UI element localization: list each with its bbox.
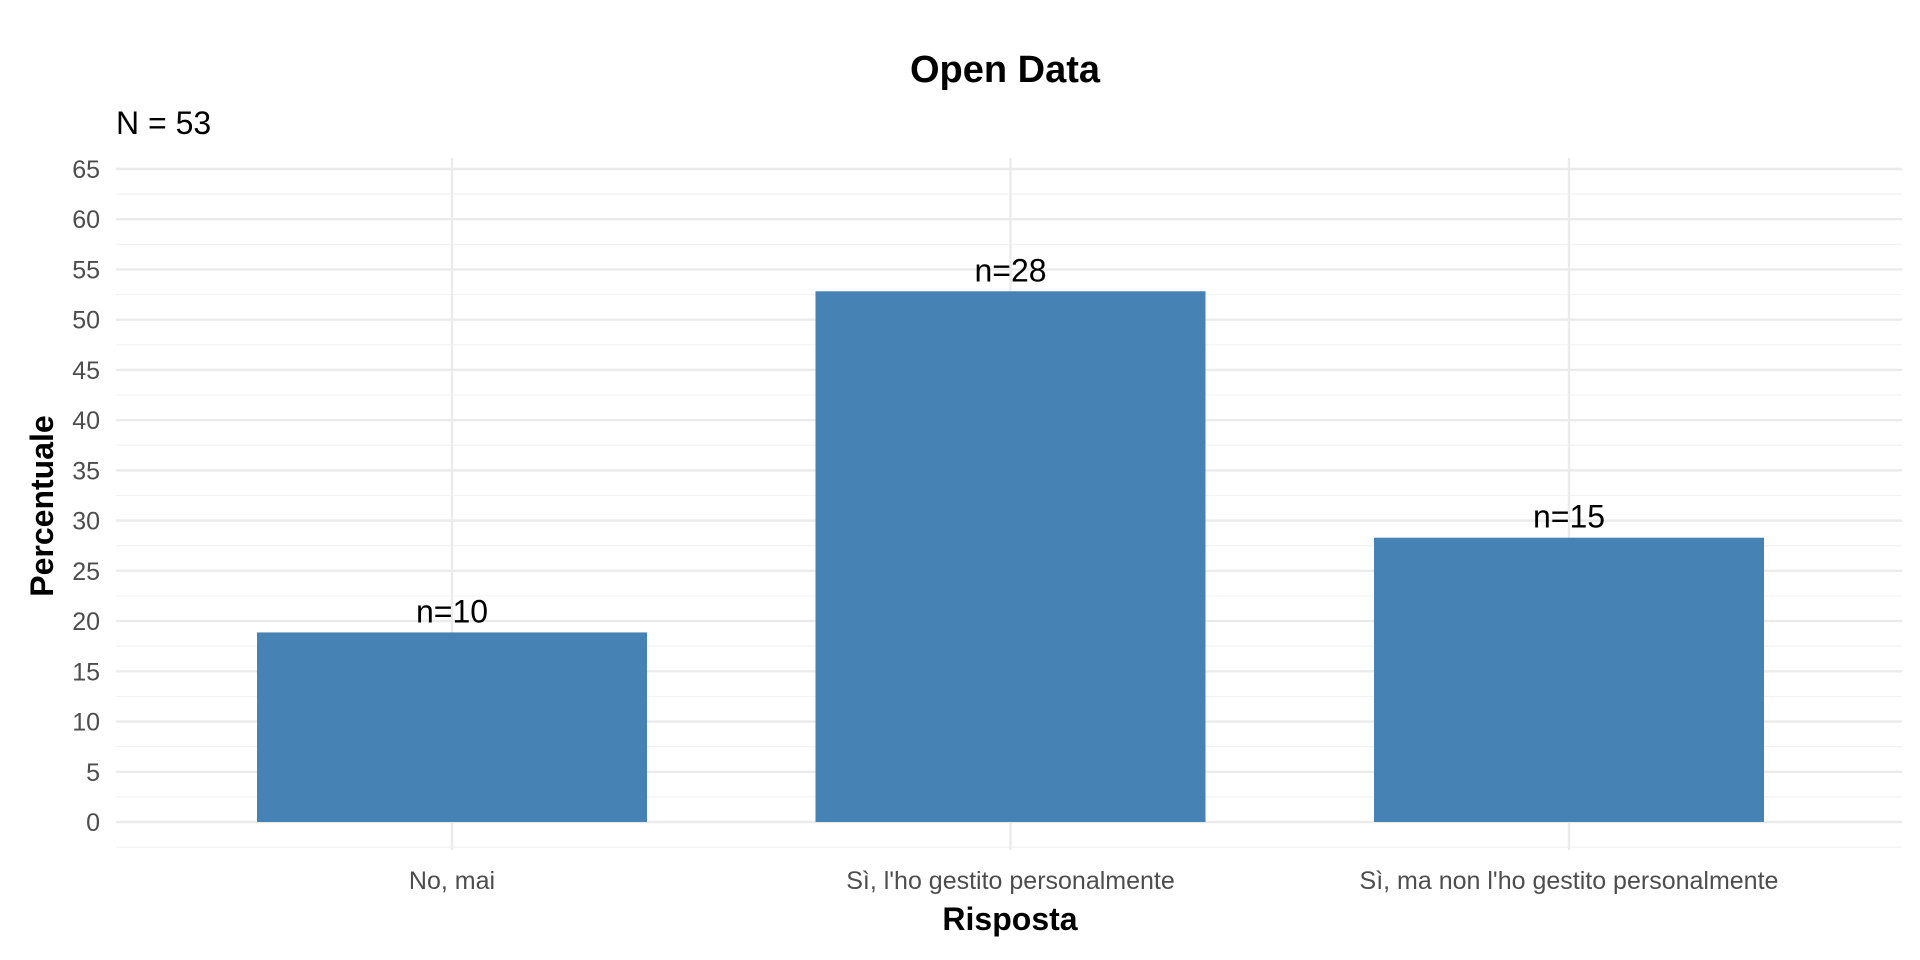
data-labels: n=10 n=28 n=15	[416, 252, 1605, 629]
chart-subtitle: N = 53	[116, 105, 211, 141]
bar	[815, 291, 1206, 822]
y-tick-label: 30	[72, 508, 100, 536]
y-tick-label: 20	[72, 608, 100, 636]
y-tick-label: 45	[72, 357, 100, 385]
y-tick-label: 35	[72, 457, 100, 485]
x-axis-title: Risposta	[942, 901, 1077, 937]
y-tick-label: 0	[86, 809, 100, 837]
y-tick-label: 10	[72, 709, 100, 737]
y-tick-label: 40	[72, 407, 100, 435]
bar	[257, 632, 647, 822]
y-tick-label: 60	[72, 206, 100, 234]
y-tick-label: 25	[72, 558, 100, 586]
y-axis-title: Percentuale	[24, 415, 60, 596]
y-tick-label: 55	[72, 256, 100, 284]
y-tick-label: 65	[72, 156, 100, 184]
bar	[1374, 537, 1764, 822]
y-tick-label: 15	[72, 658, 100, 686]
bar-data-label: n=15	[1533, 499, 1605, 535]
y-tick-label: 50	[72, 307, 100, 335]
x-tick-label: Sì, ma non l'ho gestito personalmente	[1360, 867, 1779, 895]
bar-data-label: n=28	[974, 252, 1046, 288]
x-tick-label: Sì, l'ho gestito personalmente	[846, 867, 1175, 895]
y-tick-label: 5	[86, 759, 100, 787]
chart-title: Open Data	[910, 49, 1101, 91]
x-tick-label: No, mai	[409, 867, 495, 895]
bars	[257, 291, 1764, 822]
x-axis-ticks: No, mai Sì, l'ho gestito personalmente Sì,…	[409, 867, 1779, 895]
bar-data-label: n=10	[416, 593, 488, 629]
y-axis-ticks: 0 5 10 15 20 25 30 35 40 45 50 55 60 65	[72, 156, 100, 837]
